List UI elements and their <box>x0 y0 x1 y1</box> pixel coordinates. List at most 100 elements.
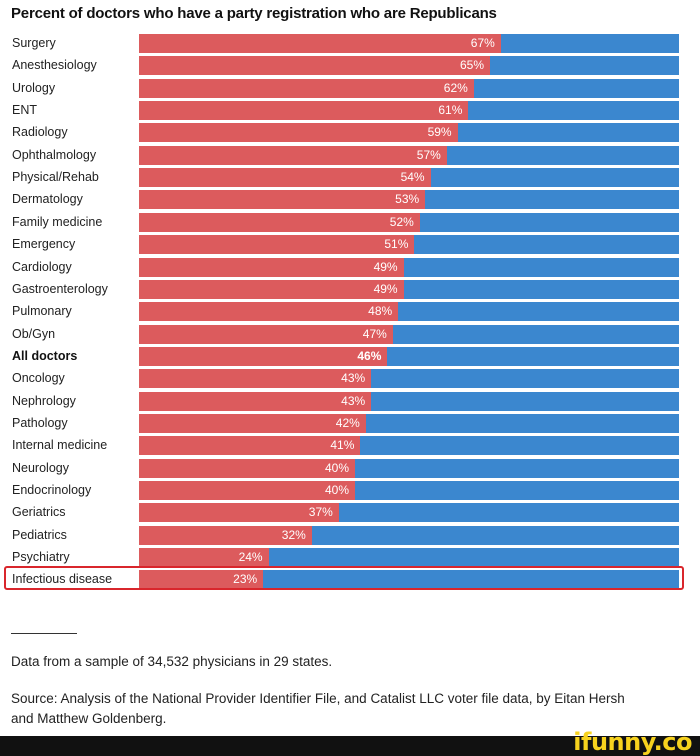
category-label: Family medicine <box>12 214 103 229</box>
bar-value-label: 48% <box>368 304 393 319</box>
chart-title: Percent of doctors who have a party regi… <box>11 5 497 22</box>
bar-republican <box>139 570 264 590</box>
bar-democrat <box>403 257 679 277</box>
bar-value-label: 65% <box>459 58 484 73</box>
bar-republican <box>139 302 399 322</box>
bar-value-label: 54% <box>400 170 425 185</box>
bar-democrat <box>338 503 679 523</box>
bar-republican <box>139 481 355 500</box>
bar-democrat <box>398 302 679 322</box>
bar-republican <box>139 413 366 433</box>
bar-republican <box>139 436 361 456</box>
category-label: Gastroenterology <box>12 281 108 296</box>
category-label: Geriatrics <box>12 505 66 520</box>
bar-democrat <box>355 481 679 500</box>
bar-republican <box>139 548 269 568</box>
bar-democrat <box>263 570 679 590</box>
stacked-bar-chart: Surgery 67% Anesthesiology 65% Urology 62% ENT… <box>12 34 679 590</box>
bar-republican <box>139 190 426 210</box>
category-label: Physical/Rehab <box>12 170 99 185</box>
bar-democrat <box>419 212 679 232</box>
category-label: Pathology <box>12 415 68 430</box>
footer-note: Data from a sample of 34,532 physicians … <box>11 654 333 669</box>
bar-republican <box>139 525 312 545</box>
bar-value-label: 43% <box>341 371 366 386</box>
footer-source: Source: Analysis of the National Provide… <box>11 691 625 726</box>
bar-democrat <box>446 145 679 165</box>
bar-value-label: 23% <box>233 572 258 587</box>
bar-democrat <box>414 235 679 255</box>
category-label: Cardiology <box>12 259 72 274</box>
category-label: Psychiatry <box>12 550 70 565</box>
bar-value-label: 57% <box>416 147 441 162</box>
bar-republican <box>139 56 490 76</box>
bar-value-label: 51% <box>384 237 409 252</box>
category-label: Urology <box>12 80 56 95</box>
category-label: Surgery <box>12 36 56 50</box>
bar-value-label: 49% <box>373 281 398 296</box>
bar-value-label: 62% <box>443 80 468 95</box>
bar-value-label: 61% <box>438 103 463 118</box>
bar-republican <box>139 145 447 165</box>
category-label: Neurology <box>12 460 69 475</box>
category-label: Pulmonary <box>12 304 72 319</box>
bar-democrat <box>392 324 679 344</box>
bar-democrat <box>430 168 679 188</box>
bar-democrat <box>473 78 679 98</box>
bar-republican <box>139 78 474 98</box>
bar-republican <box>139 212 420 232</box>
bar-republican <box>139 503 339 523</box>
bar-democrat <box>371 369 679 389</box>
bar-democrat <box>387 346 679 366</box>
watermark-bar <box>0 736 700 756</box>
bar-value-label: 40% <box>324 460 349 475</box>
bar-republican <box>139 346 388 366</box>
category-label: Emergency <box>12 237 76 252</box>
category-label: Infectious disease <box>12 572 113 587</box>
bar-democrat <box>365 413 679 433</box>
bar-republican <box>139 34 501 53</box>
bar-democrat <box>468 101 679 121</box>
bar-value-label: 67% <box>470 36 495 50</box>
category-label: Internal medicine <box>12 438 108 453</box>
category-label: Radiology <box>12 125 68 140</box>
bar-democrat <box>371 391 679 411</box>
bar-republican <box>139 168 431 188</box>
bar-democrat <box>425 190 679 210</box>
category-label: All doctors <box>12 348 78 363</box>
bar-value-label: 40% <box>324 483 349 497</box>
bar-democrat <box>500 34 679 53</box>
bar-value-label: 37% <box>308 505 333 520</box>
footer-divider <box>11 633 77 634</box>
bar-democrat <box>268 548 679 568</box>
watermark: ifunny.co <box>573 728 692 756</box>
category-label: Ob/Gyn <box>12 326 56 341</box>
bar-value-label: 41% <box>330 438 355 453</box>
bar-republican <box>139 123 458 143</box>
bar-value-label: 42% <box>335 415 360 430</box>
highlight-box <box>4 566 684 590</box>
bar-republican <box>139 458 355 478</box>
bar-democrat <box>490 56 679 76</box>
bar-value-label: 49% <box>373 259 398 274</box>
bar-republican <box>139 257 404 277</box>
category-label: Dermatology <box>12 192 83 207</box>
category-label: Oncology <box>12 371 65 386</box>
bar-value-label: 32% <box>281 527 306 542</box>
bar-value-label: 59% <box>427 125 452 140</box>
bar-value-label: 43% <box>341 393 366 408</box>
bar-republican <box>139 369 372 389</box>
bar-republican <box>139 101 469 121</box>
bar-value-label: 24% <box>238 550 263 565</box>
bar-republican <box>139 391 372 411</box>
category-label: Endocrinology <box>12 483 92 497</box>
bar-value-label: 53% <box>395 192 420 207</box>
category-label: Anesthesiology <box>12 58 97 73</box>
bar-democrat <box>355 458 679 478</box>
bar-value-label: 47% <box>362 326 387 341</box>
category-label: ENT <box>12 103 37 118</box>
bar-democrat <box>457 123 679 143</box>
bar-republican <box>139 324 393 344</box>
bar-democrat <box>311 525 679 545</box>
bar-democrat <box>403 279 679 299</box>
